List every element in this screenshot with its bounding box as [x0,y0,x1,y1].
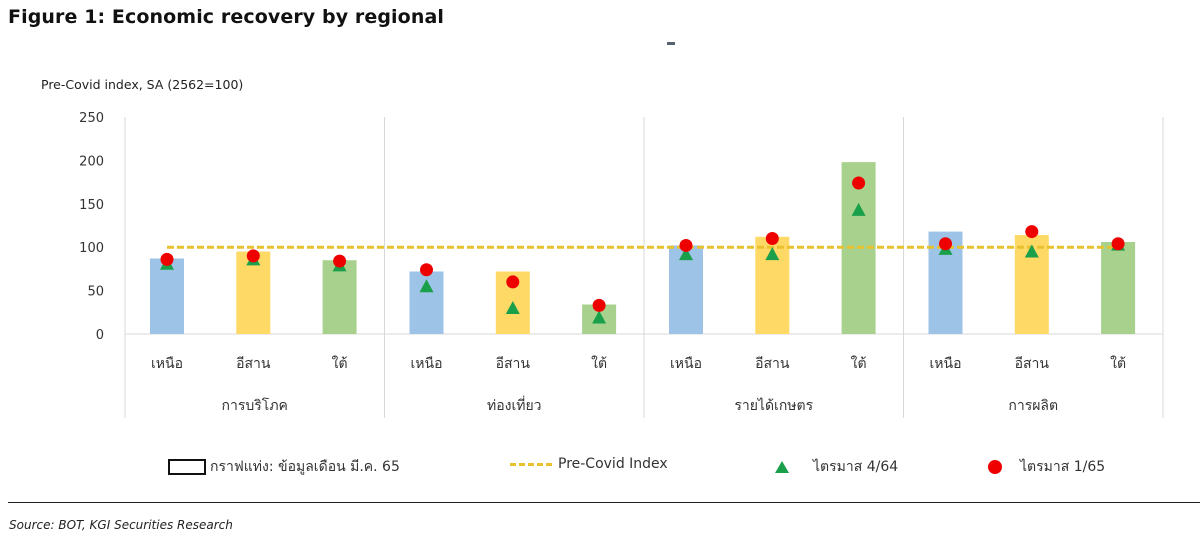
dot-marker [1025,225,1039,239]
chart-legend: กราฟแท่ง: ข้อมูลเดือน มี.ค. 65 Pre-Covid… [0,456,1200,478]
decorative-mark [667,42,675,45]
y-tick-label: 200 [79,154,104,169]
x-group-label: ท่องเที่ยว [487,396,542,414]
triangle-marker [592,310,607,324]
bar [322,260,357,334]
dot-marker [592,298,606,312]
dot-marker [765,232,779,246]
dot-marker [852,176,866,190]
bar [150,258,184,334]
y-tick-label: 100 [79,241,104,256]
triangle-marker [505,300,520,314]
legend-item-triangle: ไตรมาส 4/64 [775,456,898,478]
bar [669,245,703,334]
legend-item-dot: ไตรมาส 1/65 [988,456,1105,478]
dot-marker [333,254,347,268]
dot-marker [1111,237,1125,251]
x-category-label: อีสาน [1015,356,1050,372]
x-category-label: ใต้ [332,355,348,372]
y-tick-label: 150 [79,198,104,213]
legend-item-line: Pre-Covid Index [510,456,668,472]
x-group-label: รายได้เกษตร [734,397,813,414]
triangle-marker [851,202,866,216]
y-tick-label: 250 [79,111,104,126]
legend-triangle-label: ไตรมาส 4/64 [813,459,899,475]
q4-64-markers [160,202,1126,324]
bar-chart: 0 50 100 150 200 250 เหนือ อีสาน ใต้ เหนือ อีสาน ใ… [79,111,1164,418]
legend-bar-label: กราฟแท่ง: ข้อมูลเดือน มี.ค. 65 [210,459,400,475]
legend-dot-label: ไตรมาส 1/65 [1020,459,1106,475]
q1-65-markers [160,176,1125,312]
divider [8,502,1200,503]
dot-marker [160,252,174,266]
y-axis-title: Pre-Covid index, SA (2562=100) [41,77,244,92]
triangle-marker [765,247,780,261]
y-tick-label: 50 [87,285,104,300]
x-category-label: เหนือ [930,356,962,372]
x-category-label: เหนือ [411,356,443,372]
x-category-label: ใต้ [851,355,867,372]
x-category-label: อีสาน [496,356,531,372]
dashed-line-icon [510,462,552,466]
bar-swatch-icon [168,459,206,475]
x-category-label: ใต้ [1110,355,1126,372]
dot-marker [246,249,260,263]
x-group-label: การผลิต [1008,398,1058,414]
triangle-marker-icon [775,461,789,473]
x-category-label: อีสาน [755,356,790,372]
triangle-marker [419,279,434,293]
dot-marker [420,263,433,277]
dot-marker [939,237,952,251]
source-note: Source: BOT, KGI Securities Research [9,518,233,532]
y-tick-label: 0 [96,328,104,343]
legend-line-label: Pre-Covid Index [558,456,668,472]
x-category-label: ใต้ [591,355,607,372]
legend-item-bar: กราฟแท่ง: ข้อมูลเดือน มี.ค. 65 [168,456,400,478]
circle-marker-icon [988,460,1002,474]
dot-marker [679,238,693,252]
chart-axes: 0 50 100 150 200 250 [79,111,1164,418]
x-group-label: การบริโภค [222,397,288,414]
x-axis-labels: เหนือ อีสาน ใต้ เหนือ อีสาน ใต้ เหนือ อีสาน ใต้ เ… [151,355,1126,414]
x-category-label: เหนือ [151,356,183,372]
bar [1101,241,1136,334]
x-category-label: อีสาน [236,356,271,372]
x-category-label: เหนือ [670,356,702,372]
figure-title: Figure 1: Economic recovery by regional [8,6,444,28]
dot-marker [506,275,520,289]
triangle-marker [679,247,693,261]
triangle-marker [1024,244,1039,258]
